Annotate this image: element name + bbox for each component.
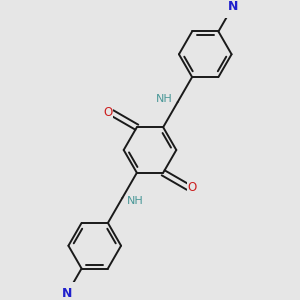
Text: NH: NH — [156, 94, 173, 104]
Text: O: O — [103, 106, 112, 119]
Text: N: N — [228, 0, 238, 13]
Text: O: O — [188, 181, 197, 194]
Text: NH: NH — [127, 196, 144, 206]
Text: N: N — [62, 287, 72, 300]
